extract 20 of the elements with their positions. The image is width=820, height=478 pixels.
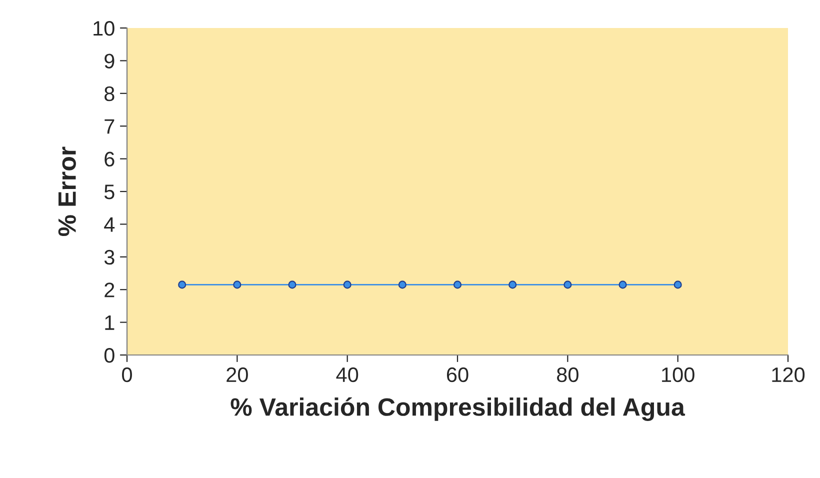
- y-axis-title: % Error: [58, 146, 76, 236]
- y-tick-label: 7: [104, 119, 114, 134]
- x-tick-label: 40: [336, 367, 358, 382]
- x-tick-label: 60: [446, 367, 468, 382]
- x-axis-title: % Variación Compresibilidad del Agua: [230, 397, 686, 421]
- x-tick-label: 20: [226, 367, 248, 382]
- y-tick-label: 9: [104, 54, 114, 68]
- y-tick-label: 4: [104, 217, 115, 232]
- y-tick-label: 0: [104, 348, 114, 363]
- y-tick-label: 1: [105, 316, 114, 330]
- x-tick-label: 0: [122, 367, 132, 382]
- x-tick-label: 80: [556, 367, 578, 382]
- x-tick-label: 100: [662, 367, 694, 382]
- y-tick-label: 3: [104, 250, 114, 265]
- y-tick-label: 6: [104, 152, 114, 167]
- y-tick-label: 10: [94, 21, 114, 36]
- y-tick-label: 2: [104, 282, 114, 298]
- y-tick-label: 8: [104, 86, 114, 102]
- x-tick-label: 120: [772, 367, 805, 382]
- y-tick-label: 5: [104, 184, 114, 200]
